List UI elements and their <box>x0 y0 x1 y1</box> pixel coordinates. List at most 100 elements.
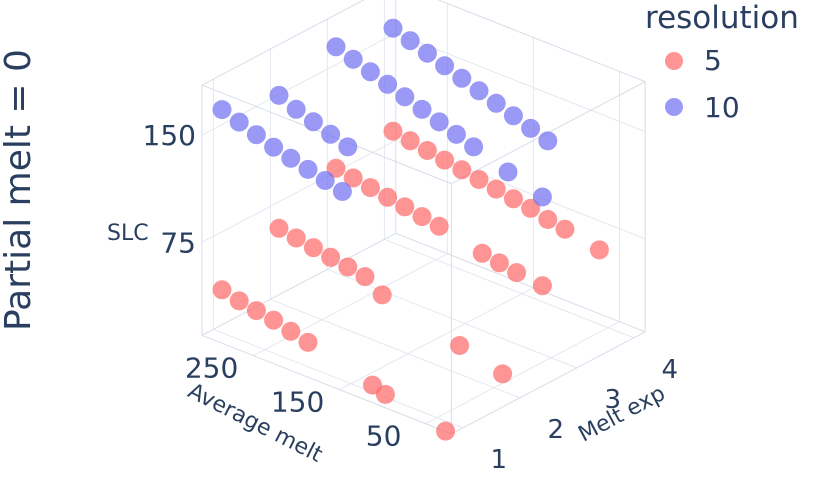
data-point-res-5[interactable] <box>326 158 346 178</box>
data-point-res-5[interactable] <box>355 267 375 287</box>
data-point-res-10[interactable] <box>338 137 358 157</box>
data-point-res-5[interactable] <box>372 285 392 305</box>
data-point-res-10[interactable] <box>343 49 363 69</box>
legend-item-10[interactable]: 10 <box>665 91 740 124</box>
data-point-res-10[interactable] <box>326 37 346 57</box>
data-point-res-5[interactable] <box>286 228 306 248</box>
data-point-res-5[interactable] <box>246 301 266 321</box>
data-point-res-10[interactable] <box>264 137 284 157</box>
data-point-res-10[interactable] <box>315 171 335 190</box>
data-point-res-5[interactable] <box>469 170 489 189</box>
data-point-res-10[interactable] <box>412 99 432 119</box>
data-point-res-5[interactable] <box>486 179 506 199</box>
floor-gridline <box>339 287 534 391</box>
legend-item-5[interactable]: 5 <box>665 44 722 77</box>
data-point-res-5[interactable] <box>338 257 358 277</box>
data-point-res-5[interactable] <box>436 421 456 441</box>
z-tick-label: 150 <box>143 119 196 152</box>
floor-gridline <box>384 238 634 339</box>
data-point-res-10[interactable] <box>286 99 306 119</box>
data-point-res-10[interactable] <box>469 81 489 101</box>
data-point-res-10[interactable] <box>269 85 289 105</box>
data-point-res-10[interactable] <box>281 148 301 168</box>
melt-exp-axis-label: Melt exp <box>574 381 669 447</box>
data-point-res-10[interactable] <box>246 125 266 145</box>
legend-marker-10 <box>665 98 683 116</box>
data-point-res-10[interactable] <box>452 68 472 88</box>
average-melt-tick-label: 50 <box>366 420 402 453</box>
data-point-res-10[interactable] <box>378 74 398 94</box>
data-point-res-5[interactable] <box>538 210 558 229</box>
data-point-res-5[interactable] <box>400 131 420 151</box>
data-point-res-5[interactable] <box>375 384 395 404</box>
data-point-res-5[interactable] <box>429 216 449 236</box>
scene-box-edge <box>437 0 646 83</box>
scene-box-edge <box>201 334 452 435</box>
data-point-res-5[interactable] <box>452 160 472 180</box>
data-point-res-5[interactable] <box>435 150 455 170</box>
data-point-res-5[interactable] <box>555 219 575 239</box>
data-point-res-10[interactable] <box>212 100 232 120</box>
floor-gridline <box>327 268 577 369</box>
data-point-res-5[interactable] <box>450 336 470 355</box>
legend-marker-5 <box>665 52 683 70</box>
data-point-res-5[interactable] <box>521 198 541 218</box>
data-point-res-5[interactable] <box>383 121 403 141</box>
scene-box-edge <box>201 0 365 86</box>
data-point-res-10[interactable] <box>298 159 318 179</box>
data-point-res-5[interactable] <box>503 189 523 209</box>
data-point-res-5[interactable] <box>269 218 289 238</box>
melt-exp-tick-label: 4 <box>662 355 679 385</box>
data-point-res-5[interactable] <box>493 364 513 384</box>
data-point-res-5[interactable] <box>378 187 398 207</box>
wall-gridline <box>201 139 397 243</box>
data-point-res-5[interactable] <box>303 238 323 258</box>
scene-box-edge <box>201 232 397 336</box>
wall-gridline <box>395 32 646 133</box>
data-point-res-10[interactable] <box>532 187 552 207</box>
data-point-res-5[interactable] <box>589 240 609 260</box>
data-point-res-10[interactable] <box>400 31 420 51</box>
data-point-res-5[interactable] <box>281 321 301 341</box>
data-point-res-10[interactable] <box>360 62 380 82</box>
data-point-res-10[interactable] <box>395 87 415 107</box>
legend-title: resolution <box>645 0 799 36</box>
data-point-res-10[interactable] <box>446 124 466 144</box>
scene-axes <box>201 0 646 435</box>
data-point-res-10[interactable] <box>429 112 449 132</box>
melt-exp-tick-label: 3 <box>605 385 622 415</box>
data-point-res-10[interactable] <box>332 182 352 201</box>
data-point-res-10[interactable] <box>321 124 341 144</box>
data-point-res-5[interactable] <box>412 207 432 227</box>
data-point-res-10[interactable] <box>417 43 437 63</box>
data-point-res-5[interactable] <box>298 332 318 352</box>
data-point-res-5[interactable] <box>472 243 492 263</box>
data-point-res-5[interactable] <box>417 141 437 160</box>
legend-label-5: 5 <box>704 44 722 77</box>
data-point-res-5[interactable] <box>360 178 380 198</box>
data-point-res-10[interactable] <box>303 112 323 132</box>
data-point-res-5[interactable] <box>489 253 509 273</box>
data-points <box>212 18 609 441</box>
slc-axis-label: SLC <box>107 221 149 246</box>
data-point-res-5[interactable] <box>532 276 552 296</box>
data-point-res-10[interactable] <box>229 112 249 132</box>
data-point-res-10[interactable] <box>464 137 484 157</box>
data-point-res-5[interactable] <box>229 291 249 311</box>
data-point-res-5[interactable] <box>507 263 527 283</box>
data-point-res-5[interactable] <box>264 310 284 330</box>
data-point-res-10[interactable] <box>486 93 506 113</box>
average-melt-tick-label: 250 <box>185 352 238 385</box>
data-point-res-10[interactable] <box>521 118 541 138</box>
data-point-res-5[interactable] <box>212 280 232 300</box>
data-point-res-10[interactable] <box>503 106 523 126</box>
data-point-res-5[interactable] <box>321 247 341 267</box>
data-point-res-5[interactable] <box>395 197 415 217</box>
data-point-res-5[interactable] <box>343 168 363 188</box>
data-point-res-10[interactable] <box>383 18 403 38</box>
legend-label-10: 10 <box>704 91 740 124</box>
data-point-res-10[interactable] <box>435 56 455 76</box>
data-point-res-10[interactable] <box>538 131 558 151</box>
data-point-res-10[interactable] <box>498 162 518 182</box>
